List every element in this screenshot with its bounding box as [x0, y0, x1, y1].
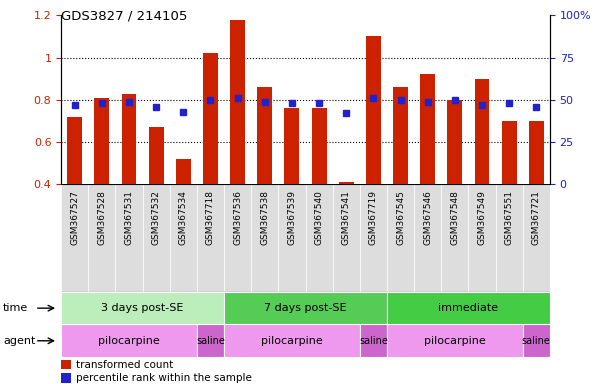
- Bar: [122, 94, 136, 184]
- Text: transformed count: transformed count: [76, 360, 174, 370]
- Bar: [170, 184, 197, 292]
- Bar: [257, 87, 273, 184]
- Bar: [387, 184, 414, 292]
- Text: GSM367528: GSM367528: [97, 190, 106, 245]
- Text: saline: saline: [196, 336, 225, 346]
- Bar: [338, 182, 354, 184]
- Bar: [469, 184, 496, 292]
- Text: GSM367721: GSM367721: [532, 190, 541, 245]
- Bar: [529, 121, 544, 184]
- Text: GSM367545: GSM367545: [396, 190, 405, 245]
- Bar: [387, 324, 523, 357]
- Bar: [61, 184, 88, 292]
- Bar: [61, 360, 71, 369]
- Text: saline: saline: [522, 336, 551, 346]
- Text: GSM367540: GSM367540: [315, 190, 324, 245]
- Text: GSM367536: GSM367536: [233, 190, 242, 245]
- Bar: [67, 117, 82, 184]
- Text: GSM367718: GSM367718: [206, 190, 215, 245]
- Bar: [441, 184, 469, 292]
- Bar: [197, 324, 224, 357]
- Text: percentile rank within the sample: percentile rank within the sample: [76, 373, 252, 383]
- Bar: [360, 184, 387, 292]
- Bar: [414, 184, 441, 292]
- Bar: [523, 184, 550, 292]
- Bar: [176, 159, 191, 184]
- Text: GSM367538: GSM367538: [260, 190, 269, 245]
- Text: GSM367539: GSM367539: [287, 190, 296, 245]
- Bar: [148, 127, 164, 184]
- Bar: [197, 184, 224, 292]
- Text: GSM367527: GSM367527: [70, 190, 79, 245]
- Text: GSM367546: GSM367546: [423, 190, 432, 245]
- Text: GSM367549: GSM367549: [478, 190, 486, 245]
- Bar: [496, 184, 523, 292]
- Bar: [94, 98, 109, 184]
- Text: immediate: immediate: [438, 303, 499, 313]
- Text: GSM367532: GSM367532: [152, 190, 161, 245]
- Bar: [115, 184, 142, 292]
- Bar: [447, 100, 463, 184]
- Bar: [142, 184, 170, 292]
- Text: pilocarpine: pilocarpine: [261, 336, 323, 346]
- Text: GSM367534: GSM367534: [179, 190, 188, 245]
- Bar: [230, 20, 245, 184]
- Bar: [61, 292, 224, 324]
- Text: GSM367551: GSM367551: [505, 190, 514, 245]
- Text: GSM367541: GSM367541: [342, 190, 351, 245]
- Bar: [279, 184, 306, 292]
- Bar: [312, 108, 326, 184]
- Bar: [88, 184, 115, 292]
- Bar: [387, 292, 550, 324]
- Bar: [61, 373, 71, 382]
- Text: saline: saline: [359, 336, 388, 346]
- Bar: [285, 108, 299, 184]
- Bar: [61, 324, 197, 357]
- Bar: [366, 36, 381, 184]
- Text: GDS3827 / 214105: GDS3827 / 214105: [61, 10, 188, 23]
- Bar: [224, 292, 387, 324]
- Bar: [502, 121, 517, 184]
- Bar: [475, 79, 489, 184]
- Text: pilocarpine: pilocarpine: [98, 336, 160, 346]
- Bar: [360, 324, 387, 357]
- Bar: [306, 184, 332, 292]
- Text: 7 days post-SE: 7 days post-SE: [264, 303, 347, 313]
- Bar: [251, 184, 279, 292]
- Bar: [224, 184, 251, 292]
- Text: time: time: [3, 303, 28, 313]
- Bar: [393, 87, 408, 184]
- Text: GSM367531: GSM367531: [125, 190, 133, 245]
- Bar: [203, 53, 218, 184]
- Text: 3 days post-SE: 3 days post-SE: [101, 303, 184, 313]
- Bar: [523, 324, 550, 357]
- Bar: [224, 324, 360, 357]
- Bar: [332, 184, 360, 292]
- Text: agent: agent: [3, 336, 35, 346]
- Text: pilocarpine: pilocarpine: [424, 336, 486, 346]
- Bar: [420, 74, 435, 184]
- Text: GSM367548: GSM367548: [450, 190, 459, 245]
- Text: GSM367719: GSM367719: [369, 190, 378, 245]
